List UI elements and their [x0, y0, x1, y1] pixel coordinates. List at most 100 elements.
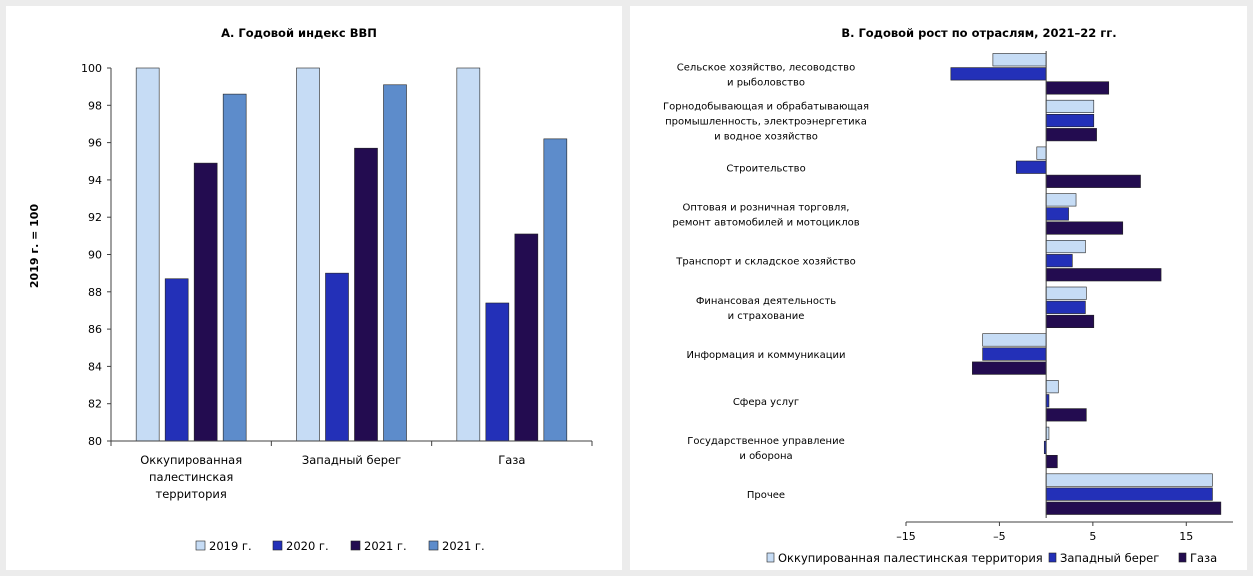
y-tick-label: 92 — [88, 211, 102, 224]
sector-label: и рыболовство — [727, 77, 805, 88]
legend-swatch — [428, 540, 439, 551]
bar — [1045, 314, 1095, 329]
bar — [543, 138, 568, 442]
sector-label: Сельское хозяйство, лесоводство — [677, 62, 855, 73]
bar — [383, 84, 407, 442]
x-tick-label: 5 — [1089, 530, 1096, 543]
bar — [1045, 240, 1086, 254]
legend-swatch — [350, 540, 361, 551]
bar — [1045, 128, 1097, 142]
bar — [1045, 207, 1069, 221]
bar — [456, 67, 481, 442]
y-tick-label: 84 — [88, 360, 102, 373]
sector-label: Строительство — [726, 163, 805, 174]
sector-label: Финансовая деятельность — [696, 296, 836, 307]
bar — [354, 147, 378, 442]
bar — [514, 233, 539, 442]
category-labels: Оккупированная палестинская территория Запа… — [140, 453, 525, 501]
y-axis-label: 2019 г. = 100 — [28, 204, 41, 289]
y-tick-label: 96 — [88, 137, 102, 150]
sector-label: ремонт автомобилей и мотоциклов — [672, 217, 859, 228]
sector-label: Оптовая и розничная торговля, — [683, 202, 850, 213]
panel-gdp-index: А. Годовой индекс ВВП 2019 г. = 100 80 82… — [6, 6, 622, 570]
sector-label: Информация и коммуникации — [686, 350, 845, 361]
sector-label: промышленность, электроэнергетика — [665, 117, 867, 128]
category-label: Оккупированная — [140, 453, 242, 467]
bar — [1045, 174, 1141, 188]
bar — [1036, 146, 1047, 160]
sector-label: Прочее — [747, 490, 785, 501]
y-tick-label: 90 — [88, 249, 102, 262]
legend-label: 2021 г. — [364, 539, 407, 553]
legend-swatch — [1048, 552, 1057, 563]
category-label: территория — [156, 487, 227, 501]
y-tick-label: 98 — [88, 99, 102, 112]
sector-growth-chart: B. Годовой рост по отраслям, 2021–22 гг.… — [663, 26, 1233, 565]
legend-swatch — [766, 552, 775, 563]
y-axis: 80 82 84 86 88 90 92 94 96 98 100 — [81, 62, 112, 448]
bar — [485, 302, 510, 442]
y-tick-label: 80 — [88, 435, 102, 448]
bar — [950, 67, 1047, 81]
bar — [193, 162, 218, 442]
x-tick-label: –15 — [896, 530, 916, 543]
legend-swatch — [272, 540, 283, 551]
bar — [1045, 193, 1077, 207]
legend-label: Газа — [1190, 551, 1217, 565]
bar — [1045, 501, 1222, 515]
legend-swatch — [1178, 552, 1187, 563]
sector-label: Горнодобывающая и обрабатывающая — [663, 102, 869, 113]
x-tick-label: –5 — [993, 530, 1006, 543]
bar — [164, 278, 189, 442]
bar — [992, 53, 1047, 67]
x-axis — [110, 440, 593, 446]
bar — [1015, 160, 1047, 174]
bar — [1045, 408, 1087, 422]
bar — [296, 67, 320, 442]
bars — [135, 67, 568, 442]
bar — [1045, 81, 1110, 95]
bar — [1045, 221, 1124, 235]
axes: –15 –5 5 15 — [896, 51, 1233, 543]
bar — [1045, 254, 1073, 268]
bar — [972, 361, 1047, 375]
bar — [1045, 454, 1058, 469]
bar — [1045, 99, 1095, 113]
bar — [982, 333, 1047, 347]
bar — [1045, 473, 1213, 487]
panel-sector-growth: B. Годовой рост по отраслям, 2021–22 гг.… — [630, 6, 1247, 570]
bar — [1045, 268, 1162, 282]
category-label: Западный берег — [302, 453, 401, 467]
legend-label: 2021 г. — [442, 539, 485, 553]
y-tick-label: 94 — [88, 174, 102, 187]
y-tick-label: 100 — [81, 62, 102, 75]
chart-title: B. Годовой рост по отраслям, 2021–22 гг. — [841, 26, 1116, 40]
legend-label: 2020 г. — [286, 539, 329, 553]
bar — [1045, 300, 1086, 314]
legend-swatch — [195, 540, 206, 551]
sector-label: Государственное управление — [687, 436, 844, 447]
legend: 2019 г. 2020 г. 2021 г. 2021 г. — [195, 539, 485, 553]
bars — [950, 53, 1222, 515]
gdp-index-chart: А. Годовой индекс ВВП 2019 г. = 100 80 82… — [28, 26, 593, 553]
sector-label: и оборона — [739, 451, 792, 462]
sector-label: Транспорт и складское хозяйство — [675, 257, 855, 268]
legend-label: Оккупированная палестинская территория — [778, 551, 1043, 565]
y-tick-label: 86 — [88, 323, 102, 336]
sector-label: и водное хозяйство — [714, 132, 818, 143]
legend: Оккупированная палестинская территория За… — [766, 551, 1217, 565]
sector-labels: Сельское хозяйство, лесоводство и рыболов… — [663, 62, 869, 501]
y-tick-label: 82 — [88, 398, 102, 411]
bar — [222, 93, 247, 442]
category-label: палестинская — [149, 470, 233, 484]
sector-label: и страхование — [728, 311, 805, 322]
sector-label: Сфера услуг — [733, 397, 799, 408]
chart-title: А. Годовой индекс ВВП — [221, 26, 377, 40]
bar — [135, 67, 160, 442]
bar — [982, 347, 1047, 361]
bar — [1045, 380, 1059, 394]
bar — [1045, 114, 1095, 128]
bar — [1045, 487, 1213, 501]
legend-label: Западный берег — [1060, 551, 1159, 565]
bar — [325, 272, 349, 442]
